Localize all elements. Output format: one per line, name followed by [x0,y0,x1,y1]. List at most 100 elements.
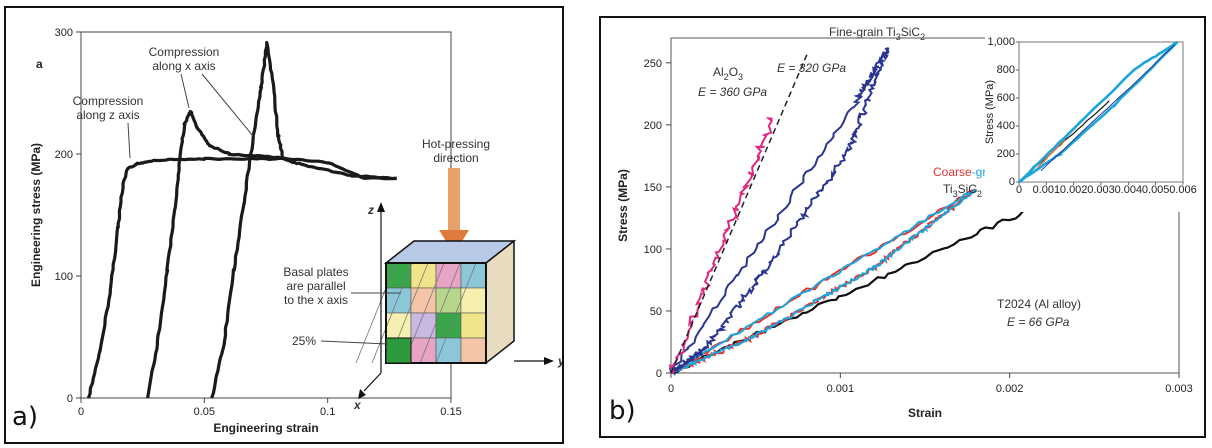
y-tick-label-b: 0 [656,368,662,380]
label-t2024-e: E = 66 GPa [1007,315,1070,329]
y-tick-label-b: 50 [650,306,662,318]
panel-a-label: a) [12,402,39,432]
cube-plate [435,337,462,364]
x-tick-label-b: 0.002 [996,383,1024,395]
leader-z [127,122,131,159]
label-fine-grain-part: SiC [901,25,921,39]
x-tick-label-a: 0.05 [194,406,215,418]
annotation-basal-3: to the x axis [284,293,348,307]
label-coarse-ti3sic2-part: 3 [953,189,958,199]
inset-x-tick-label: 0.003 [1087,184,1115,196]
label-coarse-ti3sic2: Ti3SiC2 [943,182,982,199]
label-al2o3-part: O [729,65,738,79]
label-t2024: T2024 (Al alloy) [997,297,1081,311]
annotation-hot-1: Hot-pressing [422,137,490,151]
inset-x-tick-label: 0.002 [1060,184,1088,196]
inset-x-tick-label: 0.004 [1115,184,1143,196]
y-tick-label-a: 200 [55,149,73,161]
axis-z-label: z [367,203,374,217]
inset-blue-loop [1040,44,1176,172]
series-coarse-unload-cyan [670,189,977,377]
axis-y-label: y [557,354,562,368]
cube-plate [410,312,437,339]
annotation-comp-z-1: Compression [73,94,144,108]
series-fine-unload [668,47,890,375]
cube-stripe [419,262,461,364]
label-coarse-red: Coarse [933,165,972,179]
cube-green-corner [385,337,412,364]
y-tick-label-b: 250 [644,58,662,70]
cube-plate [460,287,487,314]
cube-plate [385,287,412,314]
leader-x1 [180,73,190,109]
cube-front-outline [385,262,487,364]
cube-stripe [355,262,397,364]
curve-x1 [146,109,397,399]
label-al2o3-part: Al [713,65,724,79]
y-tick-label-b: 150 [644,182,662,194]
y-tick-label-a: 300 [55,27,73,39]
x-axis-label-b: Strain [908,406,942,420]
inset-y-tick-label: 800 [997,64,1015,76]
annotation-comp-x-1: Compression [149,45,220,59]
cube-plate [410,337,437,364]
label-fine-grain-part: 2 [920,32,925,42]
axis-x-label: x [353,398,362,412]
x-tick-label-a: 0.15 [440,406,461,418]
label-coarse-ti3sic2-part: Ti [943,182,953,196]
label-al2o3-e: E = 360 GPa [698,85,767,99]
chart-a: 0 0.05 0.1 0.15 0 100 200 300 Engineering strain… [29,27,562,435]
inset-x-tick-label: 0.001 [1033,184,1061,196]
chart-b: 0 0.001 0.002 0.003050100150200250StrainStr… [616,25,1197,420]
cube-plate [435,312,462,339]
dashed-320gpa [670,51,809,374]
series-fine-load [670,47,890,374]
curve-x2 [210,40,397,399]
cube-plate [385,312,412,339]
inset-y-tick-label: 0 [1009,176,1015,188]
label-fine-grain-part: Fine-grain Ti [829,25,896,39]
cube-stripe [371,262,413,364]
annotation-25pct: 25% [292,334,316,348]
label-coarse-ti3sic2-part: 2 [977,189,982,199]
cube-plate [410,262,437,289]
panel-b: 0 0.001 0.002 0.003 0 50 100 150 200 250 Strain Str… [599,16,1206,438]
cube-plate [435,262,462,289]
inset-cyan-load [1018,41,1179,184]
y-tick-label-a: 100 [55,271,73,283]
inset-y-tick-label: 1,000 [987,36,1015,48]
axis-x-line [363,372,382,392]
annotation-hot-2: direction [433,151,478,165]
label-coarse-ti3sic2-part: SiC [958,182,978,196]
cube-plate [460,337,487,364]
panel-a: 0 0.05 0.1 0.15 0 100 200 300 Engineering strain… [4,6,564,444]
annotation-basal-1: Basal plates [283,265,348,279]
axis-y-head [544,357,554,365]
curve-z [86,156,286,399]
inset-x-tick-label: 0 [1016,184,1022,196]
inset-y-tick-label: 600 [997,92,1015,104]
inset-x-tick-label: 0.006 [1169,184,1197,196]
cube-stripe [435,262,477,364]
y-axis-label-a: Engineering stress (MPa) [29,143,43,287]
x-tick-label-a: 0 [78,406,84,418]
inset-y-tick-label: 200 [997,148,1015,160]
annotation-comp-x-2: along x axis [152,59,215,73]
label-fine-grain: Fine-grain Ti3SiC2 [829,25,925,42]
cube-group [355,239,517,365]
cube-plate [460,312,487,339]
label-al2o3-part: 2 [724,72,729,82]
label-fine-grain-part: 3 [896,32,901,42]
axis-x-head [358,389,366,399]
inset-y-axis-label: Stress (MPa) [984,80,996,144]
panel-b-label: b) [609,396,636,426]
x-tick-label-a: 0.1 [320,406,335,418]
annotation-basal-2: are parallel [286,279,345,293]
y-axis-label-b: Stress (MPa) [616,169,630,242]
hot-arrow-shaft [448,168,460,230]
inset-x-tick-label: 0.005 [1142,184,1170,196]
label-320gpa: E = 320 GPa [777,61,846,75]
y-tick-label-b: 200 [644,120,662,132]
cube-side [485,239,515,365]
x-axis-label-a: Engineering strain [213,421,318,435]
